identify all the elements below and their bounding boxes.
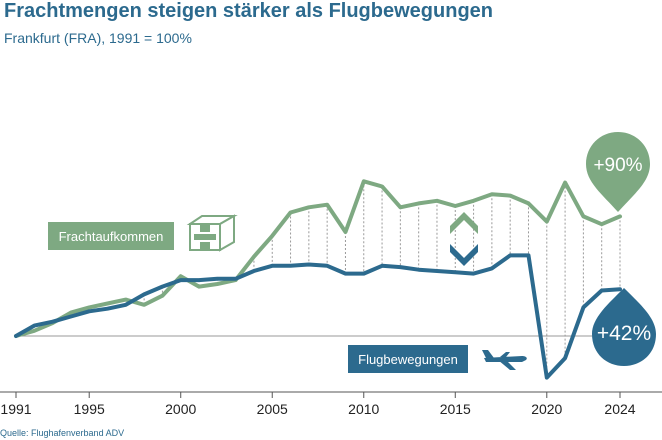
x-tick-label: 2015 — [440, 401, 471, 417]
legend-frachtaufkommen: Frachtaufkommen — [48, 222, 174, 250]
x-tick-label: 2005 — [257, 401, 288, 417]
annotation-flug-end-label: +42% — [597, 322, 651, 345]
x-tick-label: 1995 — [74, 401, 105, 417]
x-tick-label: 2024 — [604, 401, 635, 417]
box-icon — [186, 214, 238, 252]
airplane-icon — [482, 350, 527, 370]
x-tick-label: 2000 — [165, 401, 196, 417]
annotation-fracht-end-label: +90% — [593, 155, 642, 176]
x-tick-label: 1991 — [0, 401, 31, 417]
x-tick-label: 2010 — [348, 401, 379, 417]
legend-flugbewegungen-label: Flugbewegungen — [358, 352, 458, 367]
legend-flugbewegungen-box — [348, 345, 468, 373]
chart-title: Frachtmengen steigen stärker als Flugbew… — [4, 0, 494, 22]
chart-subtitle: Frankfurt (FRA), 1991 = 100% — [4, 30, 192, 46]
x-tick-label: 2020 — [531, 401, 562, 417]
annotation-flug-end: +42% — [592, 288, 656, 366]
legend-flugbewegungen: Flugbewegungen — [348, 345, 468, 373]
connector-lines — [33, 181, 621, 378]
double-chevron-icon — [450, 212, 478, 266]
series-line-flugbewegungen — [14, 253, 622, 380]
x-axis-ticks: 1991 1995 2000 2005 2010 2015 2020 2024 — [0, 392, 636, 417]
series-line-frachtaufkommen — [14, 179, 622, 338]
legend-frachtaufkommen-label: Frachtaufkommen — [59, 229, 164, 244]
source-note: Quelle: Flughafenverband ADV — [0, 428, 125, 438]
legend-frachtaufkommen-box — [48, 222, 174, 250]
annotation-fracht-end: +90% — [586, 132, 650, 212]
